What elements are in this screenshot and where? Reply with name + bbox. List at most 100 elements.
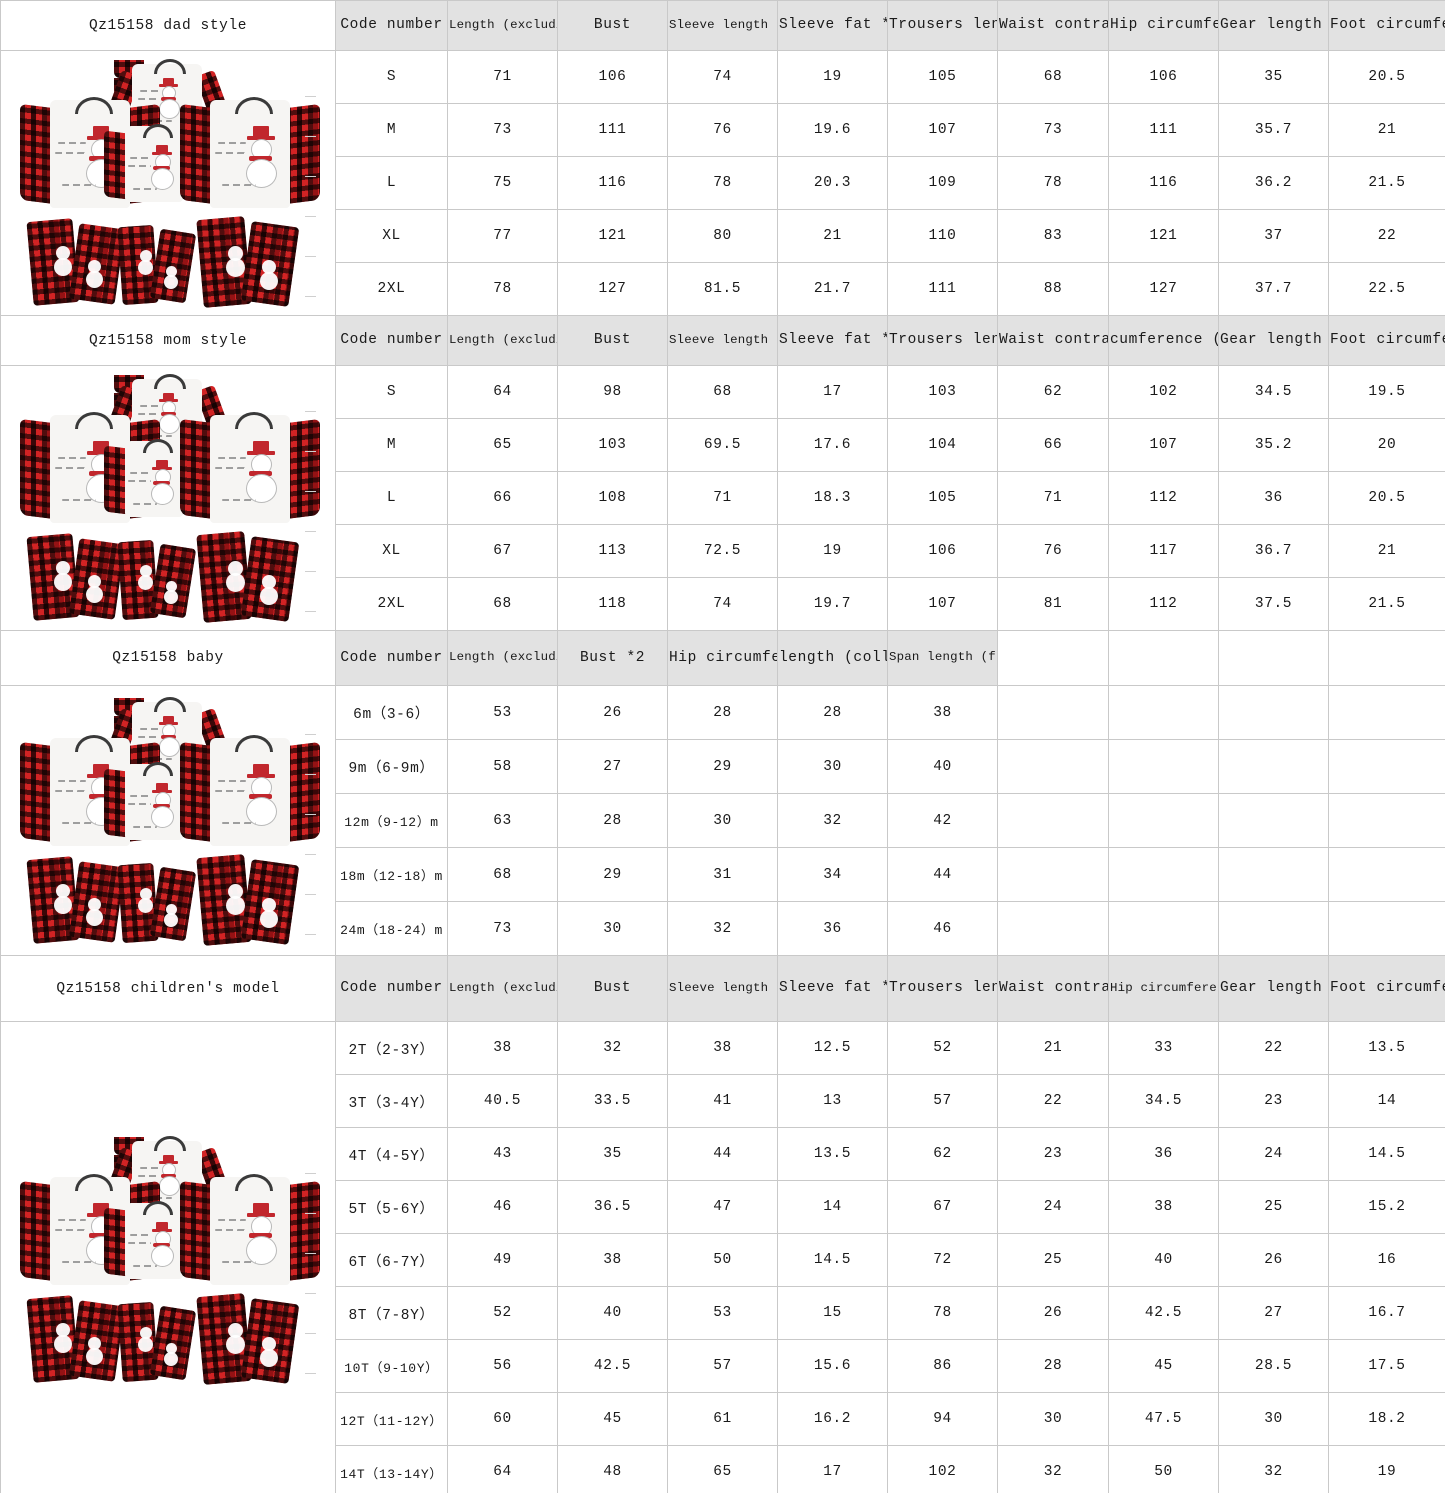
- column-header-text: Foot circumference *2: [1330, 332, 1445, 349]
- cell-measure: 29: [557, 847, 668, 902]
- cell-measure: 22: [997, 1074, 1109, 1128]
- column-header-text: Sleeve length (collar edge): [669, 17, 777, 32]
- cell-measure: 13.5: [777, 1127, 888, 1181]
- cell-measure: 29: [667, 739, 778, 794]
- cell-measure: 121: [557, 209, 668, 263]
- cell-measure: 60: [447, 1392, 558, 1446]
- cell-measure: 74: [667, 50, 778, 104]
- cell-measure: 35: [1218, 50, 1329, 104]
- cell-measure: 14.5: [777, 1233, 888, 1287]
- table-row: 6T（6-7Y） 49 38 50 14.5 72 25 40 26 16: [1, 1233, 1445, 1287]
- column-header-4: Sleeve fat *2: [777, 955, 888, 1022]
- cell-measure: 108: [557, 471, 668, 525]
- cell-measure: 40.5: [447, 1074, 558, 1128]
- cell-measure: 37: [1218, 209, 1329, 263]
- cell-measure: 112: [1108, 471, 1219, 525]
- column-header-text: Bust: [593, 17, 632, 34]
- cell-measure: 38: [667, 1021, 778, 1075]
- cell-measure: 38: [557, 1233, 668, 1287]
- cell-measure: 36.2: [1218, 156, 1329, 210]
- column-header-7: Hip circumference (19 below: [1108, 955, 1219, 1022]
- cell-measure: 102: [1108, 365, 1219, 419]
- cell-measure: 72.5: [667, 524, 778, 578]
- cell-code-number: S: [335, 50, 448, 104]
- cell-measure: 111: [557, 103, 668, 157]
- cell-measure: 103: [557, 418, 668, 472]
- column-header-9: Foot circumference *2: [1328, 0, 1445, 51]
- cell-measure: 67: [887, 1180, 998, 1234]
- cell-code-number: M: [335, 418, 448, 472]
- cell-measure: 44: [887, 847, 998, 902]
- column-header-text: Trousers length: [889, 980, 997, 997]
- cell-measure: 106: [887, 524, 998, 578]
- cell-measure: 20: [1328, 418, 1445, 472]
- cell-measure: 15: [777, 1286, 888, 1340]
- cell-measure: [997, 739, 1109, 794]
- column-header-7: [1108, 630, 1219, 686]
- column-header-text: Foot circumference *2: [1330, 980, 1445, 997]
- column-header-2: Bust: [557, 315, 668, 366]
- cell-measure: 24: [1218, 1127, 1329, 1181]
- cell-measure: 38: [1108, 1180, 1219, 1234]
- cell-measure: 30: [777, 739, 888, 794]
- column-header-9: [1328, 630, 1445, 686]
- cell-measure: 69.5: [667, 418, 778, 472]
- cell-measure: 21.5: [1328, 156, 1445, 210]
- cell-measure: [1218, 901, 1329, 956]
- column-header-0: Code number: [335, 315, 448, 366]
- cell-measure: 21: [1328, 103, 1445, 157]
- cell-measure: 105: [887, 471, 998, 525]
- cell-measure: 65: [667, 1445, 778, 1493]
- cell-measure: 50: [667, 1233, 778, 1287]
- cell-measure: 52: [447, 1286, 558, 1340]
- cell-measure: 50: [1108, 1445, 1219, 1493]
- cell-measure: 22.5: [1328, 262, 1445, 316]
- table-row: 18m（12-18）m 68 29 31 34 44: [1, 847, 1445, 902]
- table-row: S 64 98 68 17 103 62 102 34.5 19.5: [0, 365, 1445, 631]
- cell-measure: 62: [887, 1127, 998, 1181]
- column-header-8: Gear length *2: [1218, 955, 1329, 1022]
- column-header-text: length (collar: [779, 649, 887, 666]
- cell-measure: 21: [1328, 524, 1445, 578]
- cell-code-number: 9m（6-9m）: [335, 739, 448, 794]
- measure-ticks: [302, 373, 316, 623]
- adult-top-right: [180, 1174, 320, 1287]
- cell-measure: [997, 793, 1109, 848]
- cell-measure: 30: [997, 1392, 1109, 1446]
- cell-measure: [997, 847, 1109, 902]
- cell-code-number: 24m（18-24）m: [335, 901, 448, 956]
- column-header-text: Code number: [340, 649, 443, 666]
- product-image-1: [0, 365, 336, 631]
- cell-measure: [1218, 685, 1329, 740]
- cell-measure: 37.5: [1218, 577, 1329, 631]
- cell-measure: 30: [1218, 1392, 1329, 1446]
- cell-measure: [1108, 847, 1219, 902]
- measure-ticks: [302, 1135, 316, 1385]
- cell-code-number: 12T（11-12Y）: [335, 1392, 448, 1446]
- cell-measure: [1218, 793, 1329, 848]
- baby-romper: [107, 59, 229, 140]
- cell-measure: [1218, 847, 1329, 902]
- cell-measure: 72: [887, 1233, 998, 1287]
- cell-measure: 57: [667, 1339, 778, 1393]
- cell-measure: 44: [667, 1127, 778, 1181]
- cell-measure: 110: [887, 209, 998, 263]
- cell-measure: 35: [557, 1127, 668, 1181]
- cell-measure: 68: [447, 847, 558, 902]
- cell-measure: 73: [997, 103, 1109, 157]
- cell-measure: 32: [777, 793, 888, 848]
- cell-measure: 28: [777, 685, 888, 740]
- table-row: XL 67 113 72.5 19 106 76 117 36.7 21: [1, 524, 1445, 578]
- cell-measure: 18.3: [777, 471, 888, 525]
- cell-measure: 107: [887, 103, 998, 157]
- table-row: 9m（6-9m） 58 27 29 30 40: [1, 739, 1445, 794]
- cell-measure: 68: [997, 50, 1109, 104]
- column-header-text: Trousers length: [889, 332, 997, 349]
- column-header-0: Code number: [335, 955, 448, 1022]
- adult-top-right: [180, 734, 320, 848]
- cell-measure: 40: [887, 739, 998, 794]
- cell-measure: 76: [997, 524, 1109, 578]
- column-header-text: Hip circumference (19 below: [1110, 980, 1218, 995]
